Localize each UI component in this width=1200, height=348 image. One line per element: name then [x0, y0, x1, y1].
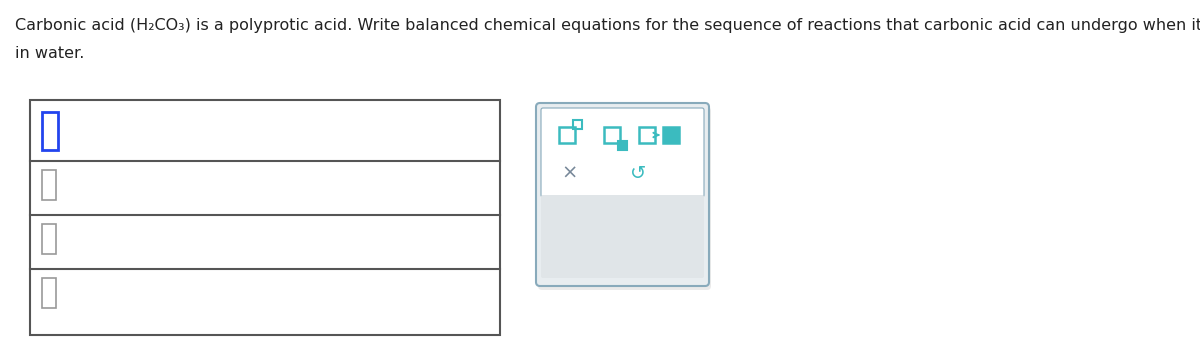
- Text: ×: ×: [562, 164, 578, 182]
- FancyBboxPatch shape: [541, 108, 704, 197]
- Bar: [662, 127, 679, 143]
- Bar: [618, 141, 628, 150]
- FancyBboxPatch shape: [536, 103, 709, 286]
- FancyBboxPatch shape: [541, 195, 704, 278]
- Bar: [559, 127, 575, 143]
- Bar: [42, 112, 58, 150]
- Text: Carbonic acid (H₂CO₃) is a polyprotic acid. Write balanced chemical equations fo: Carbonic acid (H₂CO₃) is a polyprotic ac…: [14, 18, 1200, 33]
- FancyBboxPatch shape: [538, 107, 710, 290]
- Bar: [42, 224, 56, 254]
- Bar: [42, 278, 56, 308]
- Text: ↺: ↺: [630, 164, 646, 182]
- Bar: [30, 100, 500, 335]
- Bar: [42, 170, 56, 200]
- Bar: [604, 127, 620, 143]
- Bar: [574, 120, 582, 129]
- Text: in water.: in water.: [14, 46, 84, 61]
- Bar: [640, 127, 655, 143]
